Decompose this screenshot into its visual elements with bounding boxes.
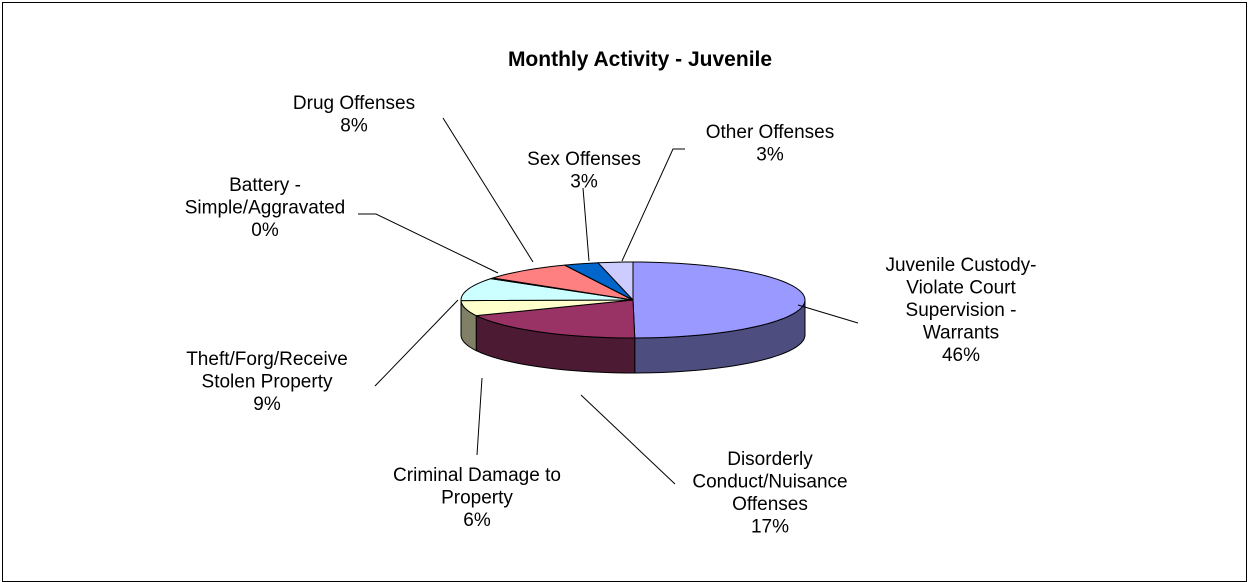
slice-label-line: Property	[441, 488, 513, 509]
slice-label-line: Battery -	[229, 175, 301, 196]
leader-line	[581, 395, 675, 484]
slice-label-line: Supervision -	[906, 300, 1017, 321]
slice-label-line: Stolen Property	[202, 372, 333, 393]
slice-label-line: Conduct/Nuisance	[692, 472, 847, 493]
leader-line	[443, 118, 533, 262]
pie-chart: Monthly Activity - Juvenile Juvenile Cus…	[3, 3, 1248, 568]
slice-percent: 9%	[253, 394, 281, 415]
slice-percent: 3%	[570, 172, 598, 193]
slice-percent: 46%	[942, 345, 980, 366]
slice-label-line: Offenses	[732, 494, 808, 515]
chart-title: Monthly Activity - Juvenile	[508, 48, 772, 71]
leader-line	[798, 305, 858, 323]
leader-line	[583, 188, 589, 261]
slice-label-line: Simple/Aggravated	[185, 198, 346, 219]
slice-percent: 8%	[340, 116, 368, 137]
slice-label-line: Criminal Damage to	[393, 465, 561, 486]
slice-tops	[461, 262, 805, 338]
slice-percent: 3%	[756, 145, 784, 166]
slice-percent: 17%	[751, 517, 789, 538]
slice-label-line: Disorderly	[727, 449, 813, 470]
slice-label-line: Warrants	[923, 323, 999, 344]
leader-line	[375, 300, 458, 386]
slice-label-line: Sex Offenses	[527, 149, 641, 170]
slice-label-line: Other Offenses	[706, 122, 835, 143]
leader-line	[358, 214, 498, 273]
leader-line	[477, 378, 482, 455]
slice-label-line: Drug Offenses	[293, 93, 415, 114]
slice-label-line: Juvenile Custody-	[885, 255, 1036, 276]
slice-label-line: Violate Court	[906, 278, 1016, 299]
slice-label-line: Theft/Forg/Receive	[186, 349, 348, 370]
slice-percent: 6%	[463, 510, 491, 531]
slice-percent: 0%	[251, 220, 279, 241]
